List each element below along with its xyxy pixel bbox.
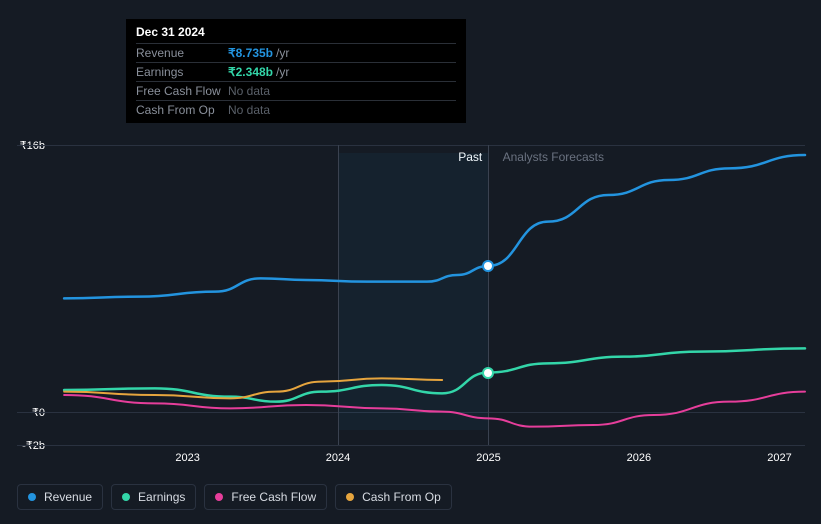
tooltip-row: Revenue₹8.735b /yr — [136, 43, 456, 62]
x-axis-tick-label: 2026 — [627, 452, 651, 464]
series-marker — [484, 369, 492, 377]
tooltip-row-label: Revenue — [136, 46, 228, 60]
legend-label: Free Cash Flow — [231, 490, 316, 504]
chart-lines — [49, 145, 805, 445]
tooltip-row: Free Cash FlowNo data — [136, 81, 456, 100]
legend-item[interactable]: Cash From Op — [335, 484, 452, 510]
series-line — [64, 348, 805, 401]
x-axis-tick-label: 2025 — [476, 452, 500, 464]
financials-chart: ₹16b₹0-₹2b Past Analysts Forecasts 20232… — [17, 120, 805, 460]
tooltip-row-unit: /yr — [276, 65, 289, 79]
plot-area — [49, 145, 805, 445]
legend-item[interactable]: Earnings — [111, 484, 196, 510]
chart-tooltip: Dec 31 2024 Revenue₹8.735b /yrEarnings₹2… — [126, 19, 466, 123]
series-line — [64, 155, 805, 298]
legend-item[interactable]: Revenue — [17, 484, 103, 510]
series-line — [64, 392, 805, 427]
tooltip-row-unit: /yr — [276, 46, 289, 60]
tooltip-row-label: Earnings — [136, 65, 228, 79]
legend-label: Earnings — [138, 490, 185, 504]
grid-line — [17, 445, 805, 446]
legend-dot-icon — [215, 493, 223, 501]
legend-dot-icon — [346, 493, 354, 501]
tooltip-row: Earnings₹2.348b /yr — [136, 62, 456, 81]
x-axis-tick-label: 2023 — [175, 452, 199, 464]
tooltip-row-label: Cash From Op — [136, 103, 228, 117]
legend-label: Cash From Op — [362, 490, 441, 504]
legend-dot-icon — [122, 493, 130, 501]
tooltip-row-value: ₹8.735b — [228, 46, 273, 60]
legend-item[interactable]: Free Cash Flow — [204, 484, 327, 510]
tooltip-row: Cash From OpNo data — [136, 100, 456, 119]
legend-label: Revenue — [44, 490, 92, 504]
chart-legend: Revenue Earnings Free Cash Flow Cash From O… — [17, 484, 452, 510]
tooltip-row-nodata: No data — [228, 84, 270, 98]
tooltip-row-nodata: No data — [228, 103, 270, 117]
tooltip-row-value: ₹2.348b — [228, 65, 273, 79]
x-axis-tick-label: 2024 — [326, 452, 350, 464]
tooltip-date: Dec 31 2024 — [136, 25, 456, 43]
series-marker — [484, 262, 492, 270]
tooltip-row-label: Free Cash Flow — [136, 84, 228, 98]
legend-dot-icon — [28, 493, 36, 501]
x-axis-tick-label: 2027 — [767, 452, 791, 464]
